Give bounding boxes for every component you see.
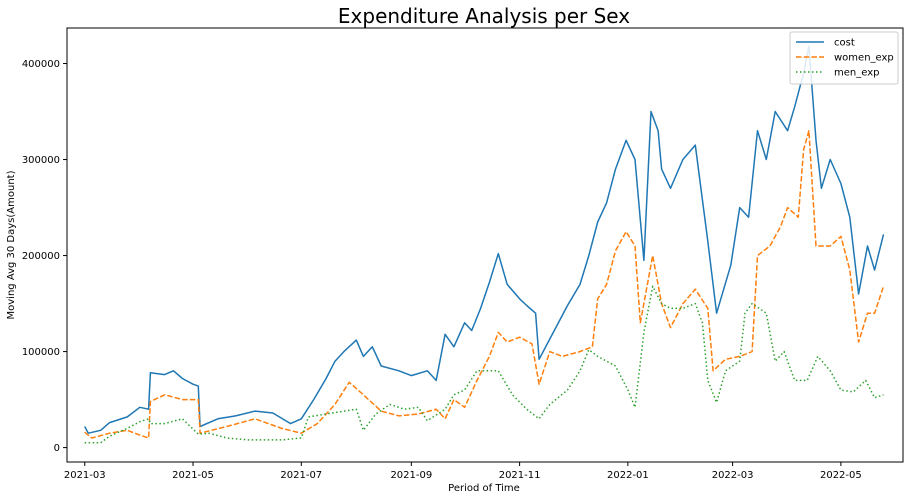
x-tick-label: 2021-09: [390, 470, 432, 481]
y-axis-label: Moving Avg 30 Days(Amount): [6, 170, 17, 319]
y-tick-label: 400000: [22, 59, 60, 70]
x-tick-label: 2021-03: [64, 470, 106, 481]
legend-label-women-exp: women_exp: [834, 53, 894, 64]
legend-box: [789, 31, 899, 85]
x-tick-label: 2022-01: [607, 470, 649, 481]
y-tick-label: 300000: [22, 155, 60, 166]
legend-label-men-exp: men_exp: [834, 68, 879, 79]
plot-frame: [66, 27, 904, 463]
x-tick-label: 2021-07: [280, 470, 322, 481]
series-line-cost: [84, 45, 885, 434]
chart-title: Expenditure Analysis per Sex: [338, 4, 630, 28]
series-line-women-exp: [84, 129, 885, 439]
x-axis-label: Period of Time: [448, 483, 520, 494]
series-line-men-exp: [84, 285, 884, 444]
x-tick-label: 2022-03: [712, 470, 754, 481]
x-tick-label: 2021-05: [172, 470, 214, 481]
legend: cost women_exp men_exp: [789, 31, 899, 85]
y-tick-label: 200000: [22, 251, 60, 262]
legend-label-cost: cost: [834, 38, 855, 49]
y-tick-label: 100000: [22, 347, 60, 358]
y-tick-label: 0: [54, 443, 60, 454]
plot-area: 2021-03 2021-05 2021-07 2021-09 2021-11 2022-…: [22, 27, 904, 481]
x-tick-label: 2021-11: [499, 470, 541, 481]
x-tick-label: 2022-05: [820, 470, 862, 481]
